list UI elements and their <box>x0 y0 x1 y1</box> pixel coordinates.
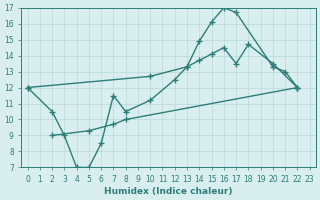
X-axis label: Humidex (Indice chaleur): Humidex (Indice chaleur) <box>104 187 233 196</box>
